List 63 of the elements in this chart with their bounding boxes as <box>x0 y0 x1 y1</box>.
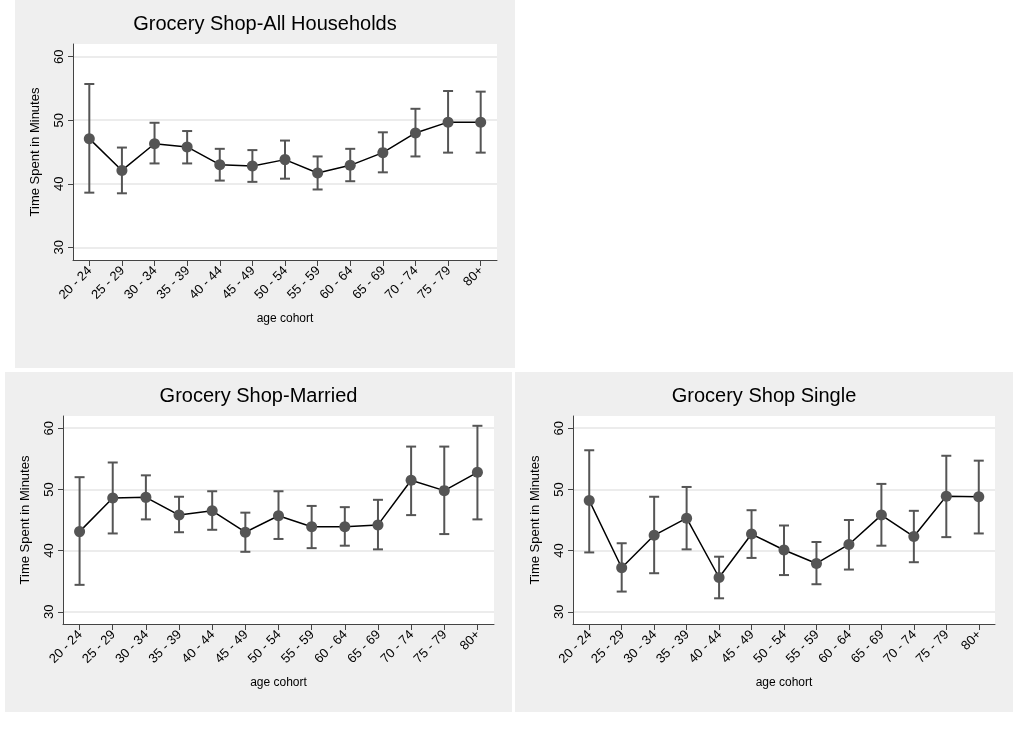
chart-title: Grocery Shop-All Households <box>133 12 397 34</box>
point <box>206 505 218 517</box>
point <box>214 159 226 171</box>
point <box>713 572 725 583</box>
point <box>83 133 95 145</box>
point <box>140 491 152 503</box>
point <box>438 485 450 497</box>
point <box>173 509 185 521</box>
point <box>372 519 384 531</box>
y-axis-title: Time Spent in Minutes <box>27 87 42 217</box>
point <box>875 509 887 521</box>
point <box>746 528 758 540</box>
y-tick-label: 50 <box>551 482 566 497</box>
point <box>239 526 251 538</box>
point <box>843 538 855 550</box>
y-tick-label: 40 <box>51 176 66 191</box>
point <box>681 512 693 524</box>
y-tick-label: 40 <box>41 543 56 558</box>
x-tick-label: 80+ <box>957 626 985 653</box>
point <box>306 521 318 533</box>
y-axis-title: Time Spent in Minutes <box>527 455 542 585</box>
point <box>405 474 417 486</box>
point <box>273 510 284 522</box>
point <box>778 544 790 556</box>
y-axis-title: Time Spent in Minutes <box>17 455 32 585</box>
x-axis-title: age cohort <box>250 675 308 689</box>
chart-title: Grocery Shop Single <box>671 384 857 406</box>
point <box>116 164 128 176</box>
y-tick-label: 60 <box>551 421 566 436</box>
y-tick-label: 30 <box>41 604 56 619</box>
point <box>583 494 595 506</box>
point <box>475 116 487 128</box>
point <box>344 159 356 171</box>
point <box>74 526 86 538</box>
point <box>442 116 454 128</box>
y-tick-label: 50 <box>41 482 56 497</box>
point <box>246 160 258 172</box>
point <box>377 147 389 159</box>
point <box>940 490 952 502</box>
point <box>616 562 628 574</box>
y-tick-label: 50 <box>51 113 66 128</box>
point <box>648 529 660 541</box>
point <box>181 141 193 153</box>
y-tick-label: 60 <box>51 49 66 64</box>
x-tick-label: 80+ <box>456 626 483 653</box>
x-axis-title: age cohort <box>755 675 814 689</box>
chart-title: Grocery Shop-Married <box>159 384 358 406</box>
x-axis-title: age cohort <box>256 311 315 325</box>
y-tick-label: 30 <box>551 604 566 619</box>
point <box>810 557 822 569</box>
point <box>908 531 920 543</box>
point <box>107 492 119 504</box>
point <box>409 127 421 139</box>
point <box>339 521 351 533</box>
point <box>312 167 324 179</box>
point <box>149 138 161 150</box>
point <box>279 154 291 166</box>
point <box>973 491 985 503</box>
point <box>471 466 483 478</box>
x-tick-label: 80+ <box>459 262 486 289</box>
y-tick-label: 40 <box>551 543 566 558</box>
y-tick-label: 60 <box>41 421 56 436</box>
y-tick-label: 30 <box>51 240 66 255</box>
